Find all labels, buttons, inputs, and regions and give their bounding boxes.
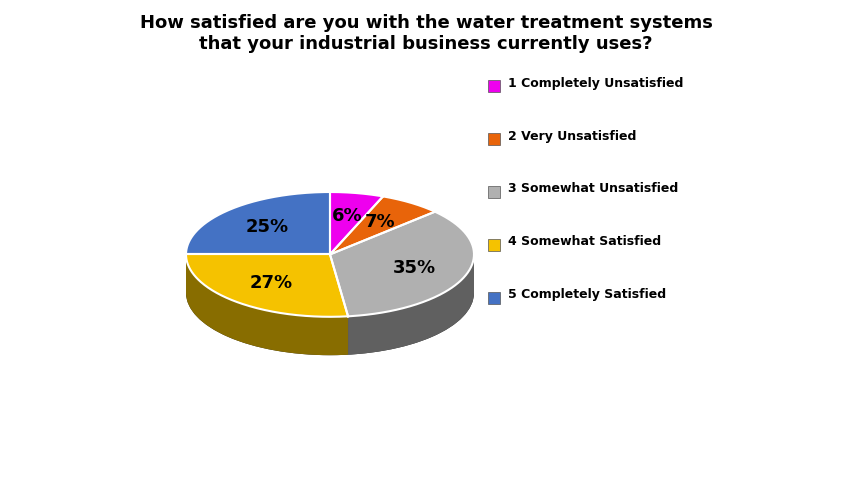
Text: 3 Somewhat Unsatisfied: 3 Somewhat Unsatisfied (508, 182, 678, 195)
Text: 25%: 25% (245, 218, 289, 236)
Polygon shape (330, 196, 435, 254)
Polygon shape (186, 192, 330, 254)
FancyBboxPatch shape (488, 292, 500, 304)
Text: 7%: 7% (365, 214, 395, 231)
Polygon shape (348, 254, 474, 355)
Text: 6%: 6% (331, 207, 362, 226)
Text: 4 Somewhat Satisfied: 4 Somewhat Satisfied (508, 235, 660, 248)
Polygon shape (330, 212, 474, 316)
Text: 35%: 35% (393, 259, 435, 276)
Ellipse shape (186, 230, 474, 355)
FancyBboxPatch shape (488, 80, 500, 92)
Polygon shape (186, 254, 348, 355)
Text: 1 Completely Unsatisfied: 1 Completely Unsatisfied (508, 77, 683, 90)
Polygon shape (330, 192, 383, 254)
Text: How satisfied are you with the water treatment systems
that your industrial busi: How satisfied are you with the water tre… (140, 14, 712, 53)
FancyBboxPatch shape (488, 186, 500, 198)
Polygon shape (186, 254, 348, 317)
FancyBboxPatch shape (488, 239, 500, 251)
Text: 5 Completely Satisfied: 5 Completely Satisfied (508, 288, 665, 301)
Text: 27%: 27% (250, 275, 292, 292)
Text: 2 Very Unsatisfied: 2 Very Unsatisfied (508, 130, 636, 143)
FancyBboxPatch shape (488, 133, 500, 145)
